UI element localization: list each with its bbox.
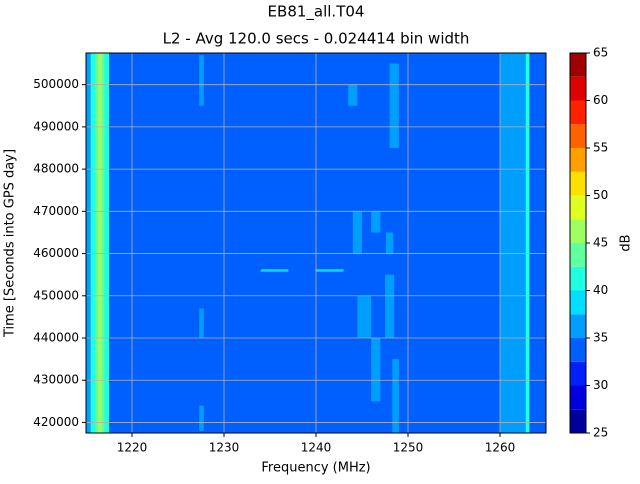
- chart-title: EB81_all.T04: [268, 3, 365, 22]
- y-tick-label: 480000: [33, 162, 79, 176]
- heat-cell: [371, 211, 381, 233]
- chart-subtitle: L2 - Avg 120.0 secs - 0.024414 bin width: [163, 30, 470, 48]
- colorbar-tick-label: 25: [593, 426, 608, 440]
- colorbar-segment: [570, 409, 586, 433]
- heat-cell: [385, 274, 395, 338]
- colorbar-segment: [570, 124, 586, 148]
- heat-cell: [86, 53, 91, 433]
- x-tick-label: 1250: [393, 441, 424, 455]
- heat-cell: [385, 232, 394, 254]
- colorbar-segment: [570, 266, 586, 291]
- colorbar-segment: [570, 243, 586, 267]
- colorbar-label: dB: [619, 234, 634, 251]
- plot-frame: [85, 52, 547, 434]
- colorbar-segment: [570, 338, 586, 362]
- colorbar-tick-label: 30: [593, 378, 608, 392]
- colorbar-segment: [570, 195, 586, 220]
- heat-cell: [389, 63, 399, 148]
- x-axis-label: Frequency (MHz): [261, 461, 370, 476]
- colorbar-segment: [570, 171, 586, 196]
- x-tick-label: 1220: [117, 441, 148, 455]
- colorbar-tick-label: 50: [593, 188, 608, 202]
- y-tick-label: 500000: [33, 77, 79, 91]
- x-tick-label: 1260: [485, 441, 516, 455]
- heat-cell: [348, 84, 358, 106]
- heat-cell: [199, 55, 204, 106]
- heat-cell: [371, 338, 381, 402]
- y-axis-label: Time [Seconds into GPS day]: [3, 149, 18, 338]
- heat-cell: [352, 211, 362, 254]
- colorbar-segment: [570, 385, 586, 410]
- colorbar-segment: [570, 361, 586, 386]
- heat-cell: [260, 269, 289, 272]
- heat-cell: [97, 53, 102, 433]
- colorbar-segment: [570, 53, 586, 77]
- colorbar-tick-label: 55: [593, 141, 608, 155]
- y-tick-label: 440000: [33, 331, 79, 345]
- colorbar-segment: [570, 314, 586, 338]
- colorbar-segment: [570, 290, 586, 315]
- colorbar-tick-label: 65: [593, 46, 608, 60]
- x-tick-label: 1230: [209, 441, 240, 455]
- y-tick-label: 430000: [33, 373, 79, 387]
- heat-cell: [199, 308, 204, 338]
- colorbar-segment: [570, 100, 586, 125]
- heat-cell: [199, 405, 204, 431]
- heat-cell: [357, 295, 372, 338]
- heat-cell: [525, 53, 530, 433]
- y-tick-label: 490000: [33, 119, 79, 133]
- colorbar-tick-label: 60: [593, 93, 608, 107]
- y-tick-label: 450000: [33, 288, 79, 302]
- y-tick-label: 420000: [33, 415, 79, 429]
- colorbar-tick-label: 40: [593, 283, 608, 297]
- heat-cell: [316, 269, 344, 272]
- y-tick-label: 460000: [33, 246, 79, 260]
- colorbar-segment: [570, 219, 586, 243]
- colorbar-segment: [570, 76, 586, 101]
- colorbar-tick-label: 35: [593, 331, 608, 345]
- x-tick-label: 1240: [301, 441, 332, 455]
- colorbar-tick-label: 45: [593, 236, 608, 250]
- y-tick-label: 470000: [33, 204, 79, 218]
- colorbar-segment: [570, 148, 586, 172]
- heat-cell: [392, 359, 399, 433]
- heat-cell: [500, 53, 528, 433]
